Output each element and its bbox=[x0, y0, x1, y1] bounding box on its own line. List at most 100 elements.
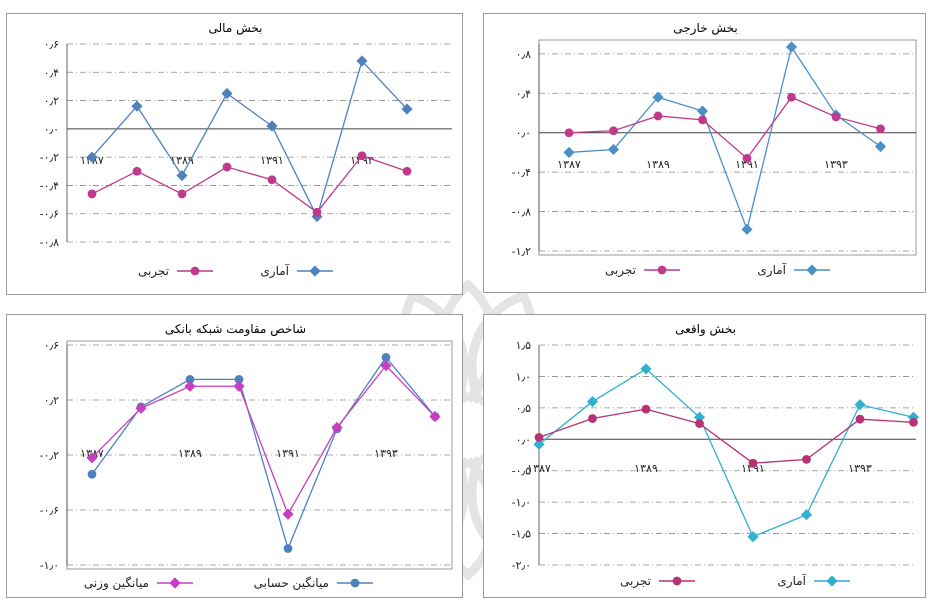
x-tick-label: ۱۳۹۱ bbox=[260, 154, 284, 167]
data-point bbox=[356, 55, 368, 67]
data-point bbox=[282, 508, 294, 520]
data-point bbox=[401, 103, 413, 115]
series-line bbox=[538, 408, 914, 464]
data-point bbox=[402, 166, 412, 176]
data-point bbox=[267, 175, 277, 185]
y-tick-label: ۰٫۶ bbox=[44, 339, 59, 352]
data-point bbox=[876, 124, 885, 134]
series-line bbox=[91, 154, 408, 214]
y-tick-label: ۰٫۴ bbox=[44, 66, 59, 79]
y-tick-label: ۰٫۵ bbox=[516, 402, 531, 415]
chart-banking-resilience: شاخص مقاومت شبکه بانکی ۰٫۶ ۰٫۲ -۰٫۲ -۰٫۶ -۱٫۰… bbox=[40, 322, 453, 591]
data-point bbox=[177, 189, 187, 199]
legend-marker bbox=[190, 266, 200, 276]
legend-marker bbox=[309, 265, 321, 277]
y-tick-label: -۰٫۸ bbox=[512, 206, 531, 219]
chart-title: بخش مالی bbox=[209, 21, 263, 36]
data-point bbox=[696, 105, 709, 117]
data-point bbox=[357, 151, 367, 161]
y-tick-label: -۰٫۴ bbox=[40, 179, 59, 192]
y-tick-label: -۱٫۰ bbox=[40, 559, 59, 572]
x-tick-label: ۱۳۹۳ bbox=[824, 158, 848, 171]
data-point bbox=[534, 433, 544, 442]
plot-frame bbox=[538, 39, 917, 256]
x-tick-label: ۱۳۸۹ bbox=[646, 158, 670, 171]
data-point bbox=[87, 189, 97, 199]
y-tick-label: ۰٫۶ bbox=[44, 38, 59, 51]
chart-panel-external: بخش خارجی ۰٫۸ ۰٫۴ ۰٫۰ -۰٫۴ -۰٫۸ -۱٫۲ ۱۳۸۷ ۱۳۸۹ ۱۳… bbox=[483, 13, 926, 293]
y-tick-label: ۱٫۰ bbox=[516, 370, 531, 383]
data-point bbox=[222, 162, 232, 172]
legend-label: تجربی bbox=[605, 263, 636, 278]
x-tick-label: ۱۳۹۱ bbox=[276, 447, 300, 460]
y-tick-label: ۰٫۴ bbox=[516, 87, 531, 100]
data-point bbox=[233, 380, 245, 392]
y-tick-label: -۰٫۶ bbox=[40, 504, 59, 517]
data-point bbox=[653, 111, 663, 121]
legend-label: میانگین وزنی bbox=[84, 576, 149, 591]
legend-marker bbox=[169, 577, 181, 589]
series-line bbox=[568, 96, 881, 160]
data-point bbox=[641, 404, 651, 414]
data-point bbox=[695, 419, 704, 428]
data-point bbox=[86, 151, 98, 163]
y-tick-label: ۰٫۰ bbox=[44, 123, 59, 136]
data-point bbox=[854, 399, 866, 411]
chart-title: بخش خارجی bbox=[673, 21, 738, 36]
y-tick-label: ۰٫۲ bbox=[44, 394, 59, 407]
data-point bbox=[748, 458, 758, 468]
x-tick-label: ۱۳۸۹ bbox=[634, 462, 658, 475]
data-point bbox=[131, 100, 143, 112]
chart-real: بخش واقعی ۱٫۵ ۱٫۰ ۰٫۵ ۰٫۰ -۰٫۵ -۱٫۰ -۱٫۵ -۲٫۰ ۱۳۸… bbox=[512, 322, 920, 589]
x-tick-label: ۱۳۹۱ bbox=[735, 158, 759, 171]
data-point bbox=[800, 509, 813, 521]
data-point bbox=[607, 143, 620, 156]
y-tick-label: -۰٫۸ bbox=[40, 236, 59, 249]
data-point bbox=[533, 438, 545, 450]
data-point bbox=[588, 414, 597, 423]
y-tick-label: ۱٫۵ bbox=[516, 339, 531, 352]
data-point bbox=[747, 531, 759, 543]
data-point bbox=[652, 91, 664, 103]
y-tick-label: -۰٫۵ bbox=[512, 465, 531, 478]
data-point bbox=[87, 469, 97, 479]
series-line bbox=[538, 368, 914, 538]
y-tick-label: -۰٫۲ bbox=[40, 449, 59, 462]
legend-label: تجربی bbox=[138, 264, 169, 279]
y-tick-label: -۱٫۵ bbox=[512, 528, 531, 541]
legend-label: میانگین حسابی bbox=[254, 576, 329, 591]
x-tick-label: ۱۳۹۱ bbox=[741, 462, 765, 475]
data-point bbox=[787, 92, 796, 102]
legend-marker bbox=[826, 575, 838, 587]
series-line bbox=[91, 364, 436, 516]
series-line bbox=[91, 356, 436, 551]
y-tick-label: ۰٫۰ bbox=[516, 433, 531, 446]
data-point bbox=[909, 417, 918, 427]
data-point bbox=[221, 87, 233, 100]
legend-marker bbox=[806, 264, 818, 276]
data-point bbox=[86, 452, 98, 464]
legend-label: تجربی bbox=[620, 574, 651, 589]
data-point bbox=[640, 363, 652, 375]
legend-marker bbox=[672, 576, 682, 586]
data-point bbox=[586, 396, 599, 408]
data-point bbox=[855, 414, 865, 424]
data-point bbox=[429, 410, 441, 423]
chart-panel-financial: بخش مالی۰٫۶۰٫۴۰٫۲۰٫۰-۰٫۲-۰٫۴-۰٫۶-۰٫۸۱۳۸۷… bbox=[6, 13, 463, 295]
data-point bbox=[609, 126, 618, 136]
y-tick-label: -۰٫۶ bbox=[40, 208, 59, 221]
y-tick-label: -۰٫۴ bbox=[512, 166, 531, 179]
x-tick-label: ۱۳۹۳ bbox=[848, 462, 872, 475]
data-point bbox=[331, 421, 343, 434]
y-tick-label: -۱٫۰ bbox=[512, 496, 531, 509]
legend-label: آماری bbox=[777, 573, 806, 589]
data-point bbox=[564, 128, 574, 138]
y-tick-label: ۰٫۲ bbox=[44, 95, 59, 108]
data-point bbox=[176, 169, 188, 182]
x-tick-label: ۱۳۸۷ bbox=[557, 158, 581, 171]
data-point bbox=[563, 146, 575, 158]
data-point bbox=[266, 120, 278, 132]
legend-label: آماری bbox=[260, 263, 289, 279]
data-point bbox=[874, 140, 887, 153]
x-tick-label: ۱۳۹۳ bbox=[374, 447, 398, 460]
